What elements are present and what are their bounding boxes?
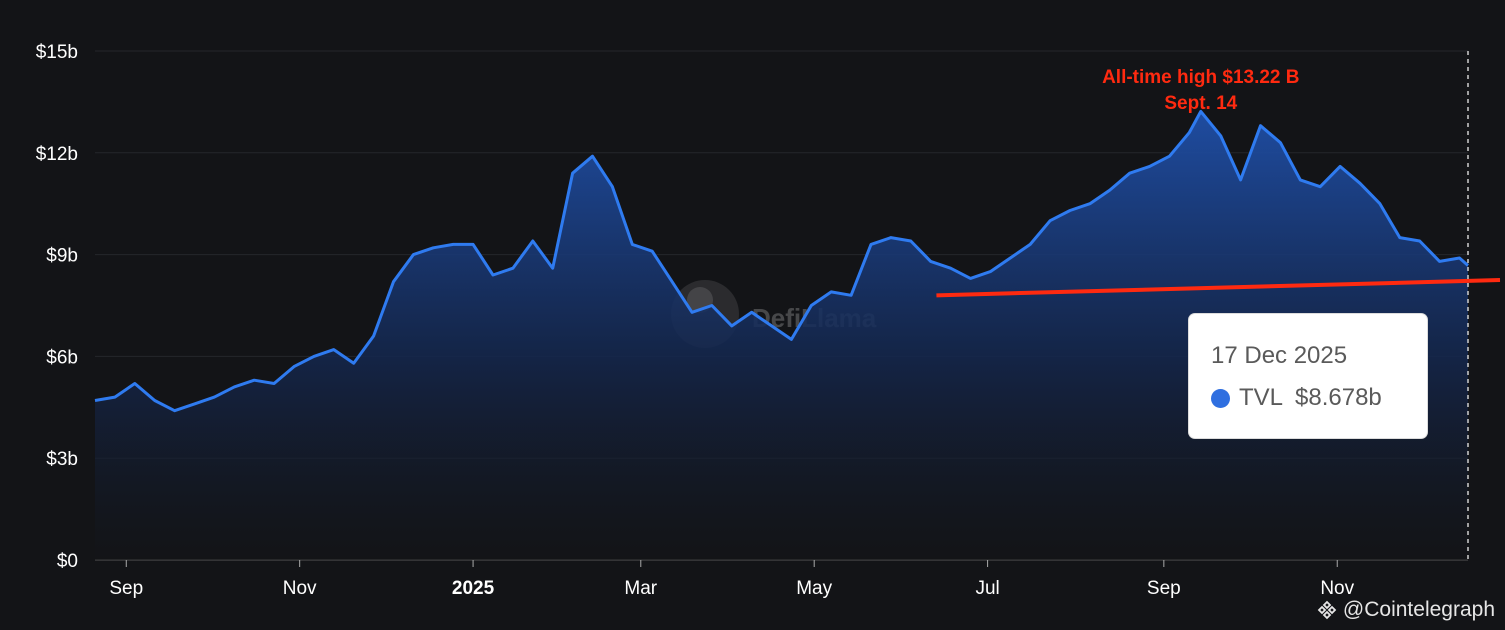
tooltip-date: 17 Dec 2025 [1211, 342, 1348, 369]
source-credit: @ Cointelegraph [1317, 598, 1495, 622]
x-axis: Sep Nov 2025 Mar May Jul Sep Nov [109, 560, 1355, 599]
binance-diamond-icon [1317, 600, 1337, 620]
y-tick-label: $3b [46, 449, 78, 470]
ath-annotation-line1: All-time high $13.22 B [1102, 67, 1299, 88]
x-tick-label: Sep [1147, 578, 1181, 599]
tooltip-series-name: TVL [1239, 384, 1284, 411]
tooltip-value: $8.678b [1295, 384, 1382, 411]
y-axis: $0 $3b $6b $9b $12b $15b [36, 42, 78, 572]
support-trend-line [936, 278, 1501, 298]
credit-text: Cointelegraph [1364, 598, 1495, 621]
tvl-area-fill [95, 111, 1468, 561]
y-tick-label: $9b [46, 246, 78, 267]
ath-annotation-line2: Sept. 14 [1164, 93, 1237, 114]
x-tick-label: Sep [109, 578, 143, 599]
y-tick-label: $12b [36, 144, 78, 165]
x-tick-label: Mar [624, 578, 657, 599]
x-tick-label: Nov [283, 578, 317, 599]
series-dot-icon [1211, 388, 1230, 408]
x-tick-label: Jul [975, 578, 999, 599]
x-tick-label: May [796, 578, 832, 599]
tooltip-row: TVL $8.678b [1211, 384, 1427, 412]
x-tick-label: 2025 [452, 578, 495, 599]
credit-prefix: @ [1342, 598, 1365, 621]
y-tick-label: $6b [46, 347, 78, 368]
tvl-series-line [94, 109, 1469, 413]
tooltip: 17 Dec 2025 TVL $8.678b [1189, 314, 1427, 438]
x-tick-label: Nov [1320, 578, 1354, 599]
y-tick-label: $15b [36, 42, 78, 63]
y-tick-label: $0 [57, 551, 78, 572]
